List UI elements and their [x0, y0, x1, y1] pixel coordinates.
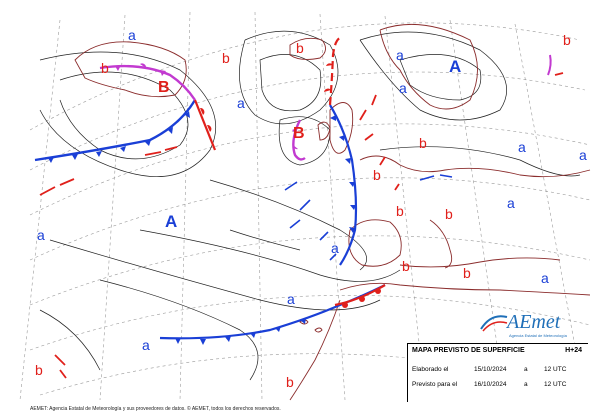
svg-text:a: a [507, 195, 515, 211]
svg-text:b: b [373, 167, 381, 183]
valid-time: 12 UTC [544, 381, 567, 388]
svg-text:b: b [286, 374, 294, 390]
svg-text:b: b [402, 258, 410, 274]
svg-text:b: b [396, 203, 404, 219]
svg-text:a: a [396, 47, 404, 63]
svg-text:b: b [463, 265, 471, 281]
aemet-logo-subtitle: Agencia Estatal de Meteorología [509, 333, 567, 338]
svg-text:a: a [128, 27, 136, 43]
valid-date: 16/10/2024 [474, 381, 507, 388]
warm-front-2 [328, 36, 341, 106]
occluded-fronts [99, 54, 552, 161]
aemet-logo: AEmet Agencia Estatal de Meteorología [479, 309, 579, 339]
svg-text:b: b [35, 362, 43, 378]
weak-lows: b b b b b b b b b b b b [35, 32, 571, 390]
svg-text:b: b [419, 135, 427, 151]
svg-text:b: b [445, 206, 453, 222]
svg-text:a: a [287, 291, 295, 307]
elaborated-time: 12 UTC [544, 366, 567, 373]
occluded-front-3 [547, 54, 552, 76]
svg-text:b: b [222, 50, 230, 66]
valid-label: Previsto para el [412, 381, 458, 388]
forecast-hour: H+24 [565, 347, 582, 354]
svg-text:a: a [579, 147, 587, 163]
aemet-swoosh-icon [480, 315, 508, 332]
elaborated-at: a [524, 366, 528, 373]
map-title: MAPA PREVISTO DE SUPERFICIE [412, 347, 525, 354]
svg-text:a: a [331, 240, 339, 256]
svg-text:b: b [101, 60, 109, 76]
low-center-greenland: B [158, 79, 170, 96]
elaborated-date: 15/10/2024 [474, 366, 507, 373]
coastlines [74, 23, 591, 401]
footer-credit: AEMET: Agencia Estatal de Meteorología y… [30, 406, 281, 412]
svg-text:b: b [563, 32, 571, 48]
valid-at: a [524, 381, 528, 388]
cold-front-1 [34, 99, 197, 162]
occluded-front-1 [99, 64, 196, 101]
warm-fronts [39, 36, 564, 379]
cold-fronts [34, 99, 453, 345]
elaborated-label: Elaborado el [412, 366, 449, 373]
cold-front-2 [329, 104, 358, 266]
pressure-centres: A A B B [158, 57, 461, 231]
high-center-scandinavia: A [449, 57, 461, 76]
svg-text:b: b [296, 40, 304, 56]
cold-front-3 [159, 284, 386, 340]
weak-highs: a a a a a a a a a a a a [37, 27, 587, 353]
svg-text:a: a [142, 337, 150, 353]
svg-text:a: a [541, 270, 549, 286]
low-center-atlantic: B [293, 125, 305, 142]
high-center-atlantic: A [165, 212, 177, 231]
svg-text:a: a [237, 95, 245, 111]
svg-text:a: a [399, 80, 407, 96]
svg-text:a: a [37, 227, 45, 243]
graticule [19, 11, 591, 401]
aemet-logo-text: AEmet [507, 311, 561, 333]
map-info-box: MAPA PREVISTO DE SUPERFICIE H+24 Elabora… [407, 343, 588, 402]
svg-text:a: a [518, 139, 526, 155]
warm-front-1 [193, 99, 217, 151]
